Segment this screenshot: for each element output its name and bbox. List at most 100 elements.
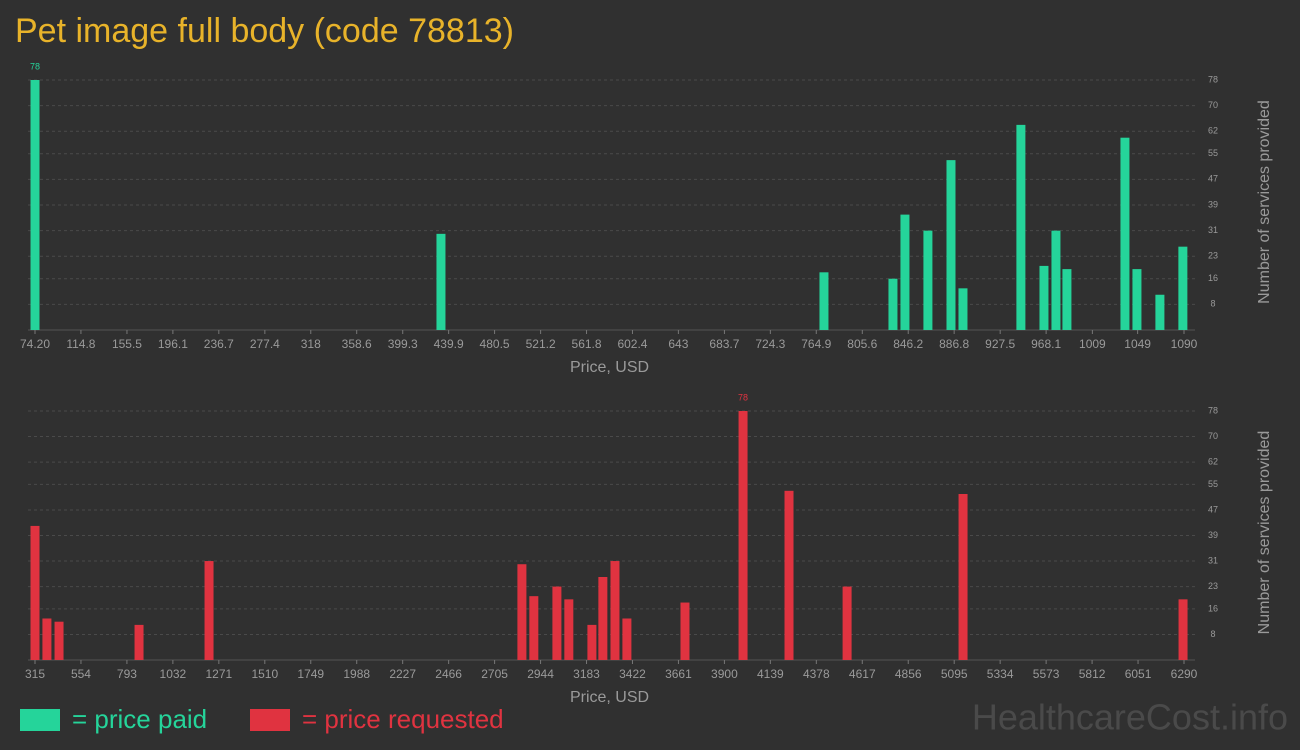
- x-tick-label: 74.20: [20, 337, 50, 351]
- bar: [958, 288, 968, 330]
- y-tick-label: 78: [1208, 405, 1218, 415]
- x-tick-label: 6051: [1125, 667, 1152, 681]
- x-tick-label: 4139: [757, 667, 784, 681]
- x-tick-label: 1271: [205, 667, 232, 681]
- bar: [598, 577, 608, 660]
- x-tick-label: 1988: [343, 667, 370, 681]
- bar: [738, 411, 748, 660]
- y-axis-label: Number of services provided: [1256, 431, 1273, 635]
- x-tick-label: 3661: [665, 667, 692, 681]
- x-tick-label: 5095: [941, 667, 968, 681]
- y-tick-label: 31: [1208, 225, 1218, 235]
- value-label: 78: [738, 392, 748, 402]
- x-tick-label: 480.5: [480, 337, 510, 351]
- x-tick-label: 4378: [803, 667, 830, 681]
- x-tick-label: 5573: [1033, 667, 1060, 681]
- x-tick-label: 3422: [619, 667, 646, 681]
- bar: [1016, 124, 1026, 330]
- x-tick-label: 724.3: [755, 337, 785, 351]
- x-tick-label: 2227: [389, 667, 416, 681]
- x-tick-label: 683.7: [709, 337, 739, 351]
- bar: [1178, 246, 1188, 330]
- bar: [819, 272, 829, 330]
- x-tick-label: 236.7: [204, 337, 234, 351]
- bar: [784, 490, 794, 660]
- bar: [1155, 294, 1165, 330]
- x-tick-label: 277.4: [250, 337, 280, 351]
- y-tick-label: 55: [1208, 148, 1218, 158]
- bar: [610, 561, 620, 660]
- bar: [1120, 137, 1130, 330]
- x-tick-label: 5812: [1079, 667, 1106, 681]
- bar: [888, 278, 898, 330]
- y-tick-label: 55: [1208, 479, 1218, 489]
- bar: [204, 561, 214, 660]
- bar: [680, 602, 690, 660]
- x-axis-label: Price, USD: [570, 359, 649, 376]
- x-tick-label: 793: [117, 667, 137, 681]
- y-tick-label: 31: [1208, 555, 1218, 565]
- x-tick-label: 114.8: [66, 337, 95, 351]
- bar: [517, 564, 527, 660]
- x-tick-label: 315: [25, 667, 45, 681]
- x-tick-label: 561.8: [572, 337, 602, 351]
- bar: [552, 586, 562, 660]
- x-tick-label: 846.2: [893, 337, 923, 351]
- bar: [1051, 230, 1061, 330]
- y-tick-label: 16: [1208, 603, 1218, 613]
- legend-label: = price requested: [302, 704, 504, 734]
- x-tick-label: 318: [301, 337, 321, 351]
- x-tick-label: 602.4: [617, 337, 647, 351]
- x-tick-label: 968.1: [1031, 337, 1061, 351]
- bar: [587, 624, 597, 660]
- y-tick-label: 47: [1208, 174, 1218, 184]
- bar: [134, 624, 144, 660]
- x-tick-label: 886.8: [939, 337, 969, 351]
- x-tick-label: 2466: [435, 667, 462, 681]
- y-tick-label: 8: [1210, 299, 1215, 309]
- bar: [1132, 269, 1142, 330]
- y-tick-label: 70: [1208, 431, 1218, 441]
- x-tick-label: 439.9: [434, 337, 464, 351]
- y-tick-label: 39: [1208, 199, 1218, 209]
- y-tick-label: 39: [1208, 530, 1218, 540]
- bar: [946, 160, 956, 330]
- x-tick-label: 358.6: [342, 337, 372, 351]
- x-tick-label: 1009: [1079, 337, 1106, 351]
- x-tick-label: 1749: [297, 667, 324, 681]
- bar: [923, 230, 933, 330]
- bar: [1039, 265, 1049, 330]
- x-tick-label: 2705: [481, 667, 508, 681]
- x-tick-label: 399.3: [388, 337, 418, 351]
- bar: [1062, 269, 1072, 330]
- x-tick-label: 155.5: [112, 337, 142, 351]
- bar: [30, 525, 40, 660]
- bar: [54, 621, 64, 660]
- watermark: HealthcareCost.info: [972, 697, 1288, 738]
- x-tick-label: 196.1: [158, 337, 188, 351]
- y-tick-label: 62: [1208, 126, 1218, 136]
- bar: [30, 80, 40, 330]
- y-tick-label: 70: [1208, 100, 1218, 110]
- x-tick-label: 5334: [987, 667, 1014, 681]
- x-tick-label: 1049: [1124, 337, 1151, 351]
- value-label: 78: [30, 61, 40, 71]
- x-axis-label: Price, USD: [570, 689, 649, 706]
- y-tick-label: 23: [1208, 581, 1218, 591]
- x-tick-label: 927.5: [985, 337, 1015, 351]
- x-tick-label: 805.6: [847, 337, 877, 351]
- x-tick-label: 3183: [573, 667, 600, 681]
- x-tick-label: 4856: [895, 667, 922, 681]
- bar: [622, 618, 632, 660]
- y-tick-label: 23: [1208, 251, 1218, 261]
- bar: [1178, 599, 1188, 660]
- x-tick-label: 1032: [160, 667, 187, 681]
- x-tick-label: 554: [71, 667, 91, 681]
- y-tick-label: 62: [1208, 456, 1218, 466]
- bar: [436, 233, 446, 330]
- x-tick-label: 521.2: [526, 337, 556, 351]
- x-tick-label: 2944: [527, 667, 554, 681]
- y-tick-label: 16: [1208, 273, 1218, 283]
